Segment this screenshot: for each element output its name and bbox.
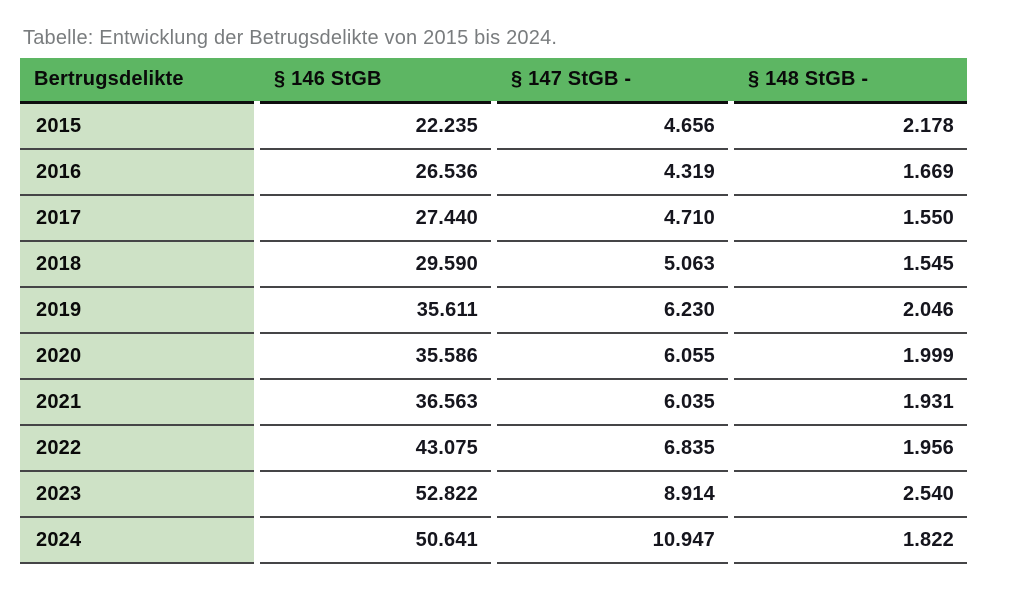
value-cell: 1.550 (734, 196, 967, 242)
value-cell: 5.063 (497, 242, 728, 288)
value-cell: 35.586 (260, 334, 491, 380)
table-row: 2018 29.590 5.063 1.545 (20, 242, 967, 288)
year-cell: 2019 (20, 288, 254, 334)
year-cell: 2024 (20, 518, 254, 564)
year-cell: 2020 (20, 334, 254, 380)
value-cell: 2.046 (734, 288, 967, 334)
table-row: 2019 35.611 6.230 2.046 (20, 288, 967, 334)
value-cell: 29.590 (260, 242, 491, 288)
value-cell: 6.055 (497, 334, 728, 380)
value-cell: 27.440 (260, 196, 491, 242)
page-title: Tabelle: Entwicklung der Betrugsdelikte … (23, 27, 558, 49)
value-cell: 36.563 (260, 380, 491, 426)
value-cell: 1.956 (734, 426, 967, 472)
value-cell: 4.319 (497, 150, 728, 196)
value-cell: 50.641 (260, 518, 491, 564)
year-cell: 2015 (20, 104, 254, 150)
value-cell: 52.822 (260, 472, 491, 518)
value-cell: 6.035 (497, 380, 728, 426)
value-cell: 35.611 (260, 288, 491, 334)
value-cell: 43.075 (260, 426, 491, 472)
year-cell: 2018 (20, 242, 254, 288)
year-cell: 2017 (20, 196, 254, 242)
table-row: 2016 26.536 4.319 1.669 (20, 150, 967, 196)
value-cell: 1.669 (734, 150, 967, 196)
year-cell: 2016 (20, 150, 254, 196)
table-row: 2024 50.641 10.947 1.822 (20, 518, 967, 564)
value-cell: 1.822 (734, 518, 967, 564)
table-header-row: Bertrugsdelikte § 146 StGB § 147 StGB - … (20, 58, 967, 104)
table-row: 2022 43.075 6.835 1.956 (20, 426, 967, 472)
year-cell: 2023 (20, 472, 254, 518)
value-cell: 6.835 (497, 426, 728, 472)
value-cell: 1.545 (734, 242, 967, 288)
fraud-offenses-table: Bertrugsdelikte § 146 StGB § 147 StGB - … (20, 58, 967, 564)
year-cell: 2021 (20, 380, 254, 426)
value-cell: 1.931 (734, 380, 967, 426)
header-cell-147-stgb: § 147 StGB - (497, 58, 728, 104)
table-row: 2015 22.235 4.656 2.178 (20, 104, 967, 150)
value-cell: 10.947 (497, 518, 728, 564)
value-cell: 6.230 (497, 288, 728, 334)
value-cell: 4.656 (497, 104, 728, 150)
table-row: 2023 52.822 8.914 2.540 (20, 472, 967, 518)
value-cell: 4.710 (497, 196, 728, 242)
table-row: 2017 27.440 4.710 1.550 (20, 196, 967, 242)
header-cell-betrugsdelikte: Bertrugsdelikte (20, 58, 254, 104)
value-cell: 1.999 (734, 334, 967, 380)
value-cell: 2.540 (734, 472, 967, 518)
table-row: 2021 36.563 6.035 1.931 (20, 380, 967, 426)
value-cell: 26.536 (260, 150, 491, 196)
table-row: 2020 35.586 6.055 1.999 (20, 334, 967, 380)
year-cell: 2022 (20, 426, 254, 472)
header-cell-146-stgb: § 146 StGB (260, 58, 491, 104)
value-cell: 22.235 (260, 104, 491, 150)
value-cell: 8.914 (497, 472, 728, 518)
header-cell-148-stgb: § 148 StGB - (734, 58, 967, 104)
value-cell: 2.178 (734, 104, 967, 150)
